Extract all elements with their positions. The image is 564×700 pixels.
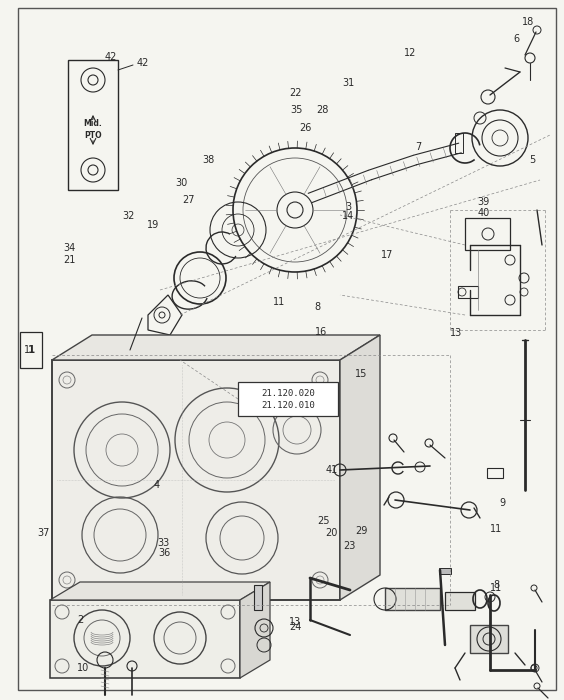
Text: 3: 3 — [346, 202, 351, 211]
Text: 9: 9 — [499, 498, 505, 508]
Text: 40: 40 — [478, 208, 490, 218]
Polygon shape — [52, 335, 380, 360]
Text: 37: 37 — [38, 528, 50, 538]
Text: 32: 32 — [122, 211, 135, 220]
Circle shape — [125, 348, 133, 356]
Text: PTO: PTO — [84, 130, 102, 139]
Bar — [52, 360, 340, 600]
Bar — [20, 332, 42, 368]
Text: 31: 31 — [342, 78, 355, 88]
Text: 1: 1 — [28, 345, 34, 355]
Text: 6: 6 — [514, 34, 519, 43]
Text: 13: 13 — [450, 328, 462, 338]
Text: Mid.: Mid. — [83, 120, 103, 129]
Text: 5: 5 — [529, 155, 536, 164]
Text: 22: 22 — [289, 88, 302, 98]
Text: 28: 28 — [316, 105, 329, 115]
Text: 17: 17 — [381, 251, 393, 260]
Polygon shape — [340, 335, 380, 600]
Text: 38: 38 — [202, 155, 215, 164]
Text: 26: 26 — [299, 123, 312, 133]
Text: 10: 10 — [77, 663, 90, 673]
Text: 30: 30 — [175, 178, 188, 188]
Bar — [465, 218, 510, 250]
Text: 14: 14 — [342, 211, 355, 220]
Bar — [238, 382, 338, 416]
Text: 4: 4 — [154, 480, 160, 490]
Text: 42: 42 — [137, 58, 149, 68]
Text: 39: 39 — [478, 197, 490, 206]
Text: 36: 36 — [158, 548, 171, 558]
Bar — [385, 588, 440, 610]
Bar — [445, 592, 475, 610]
Text: 35: 35 — [290, 105, 303, 115]
Text: 29: 29 — [355, 526, 367, 536]
Text: 13: 13 — [289, 617, 302, 626]
Text: 12: 12 — [404, 48, 417, 57]
Polygon shape — [148, 295, 182, 335]
Text: 2: 2 — [77, 615, 84, 625]
Text: 41: 41 — [325, 466, 338, 475]
Text: 42: 42 — [104, 52, 117, 62]
Text: 21.120.020: 21.120.020 — [261, 389, 315, 398]
Text: 16: 16 — [315, 327, 328, 337]
Polygon shape — [50, 582, 270, 600]
Bar — [455, 133, 463, 153]
Bar — [254, 585, 262, 610]
Text: 15: 15 — [355, 369, 367, 379]
Text: 8: 8 — [494, 580, 499, 589]
Text: 21: 21 — [64, 256, 76, 265]
Text: 21.120.010: 21.120.010 — [261, 402, 315, 410]
Text: 27: 27 — [182, 195, 195, 205]
Text: 25: 25 — [318, 517, 330, 526]
Text: 8: 8 — [314, 302, 320, 312]
Text: 1: 1 — [24, 345, 30, 355]
Text: 33: 33 — [157, 538, 170, 547]
Text: 34: 34 — [64, 243, 76, 253]
Text: 11: 11 — [490, 524, 503, 533]
Bar — [68, 60, 118, 190]
Text: 23: 23 — [343, 541, 356, 551]
Text: 19: 19 — [147, 220, 160, 230]
Text: 11: 11 — [272, 298, 285, 307]
Bar — [458, 286, 478, 298]
Text: 20: 20 — [325, 528, 338, 538]
Text: 18: 18 — [522, 18, 534, 27]
Text: 24: 24 — [289, 622, 302, 631]
Polygon shape — [240, 582, 270, 678]
Bar — [470, 625, 508, 653]
Bar — [487, 468, 503, 478]
Text: 11: 11 — [490, 583, 503, 593]
Text: 7: 7 — [415, 142, 422, 152]
Bar — [50, 600, 240, 678]
Bar — [439, 568, 451, 574]
